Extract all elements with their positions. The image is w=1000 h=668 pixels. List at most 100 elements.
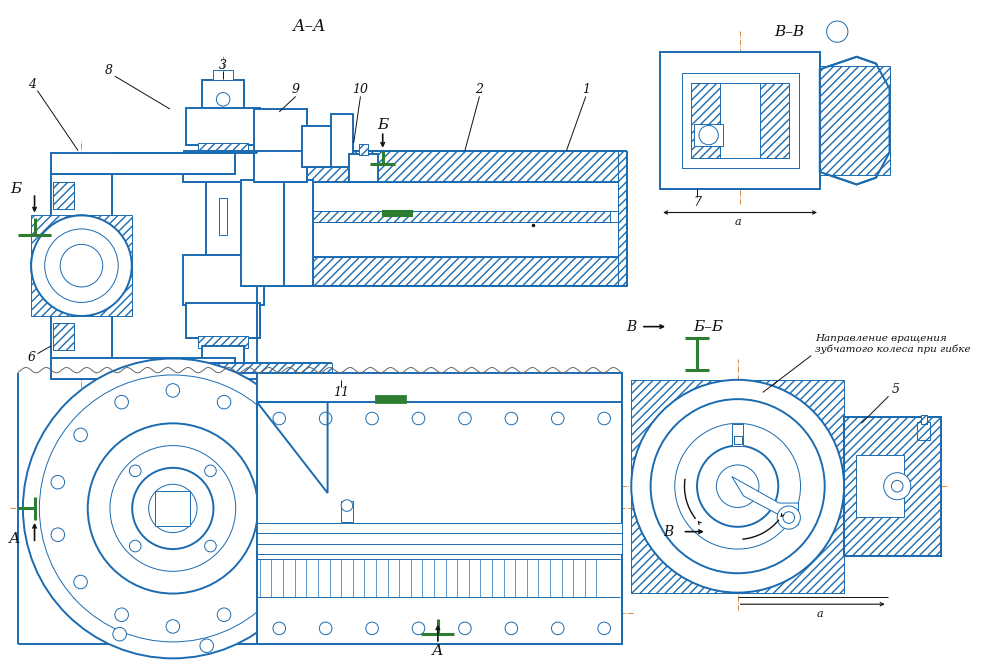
Circle shape <box>129 465 141 477</box>
Bar <box>917 422 930 440</box>
Text: 8: 8 <box>105 64 113 77</box>
Circle shape <box>459 622 471 635</box>
Bar <box>257 532 622 544</box>
Circle shape <box>366 622 378 635</box>
Circle shape <box>783 512 795 523</box>
Circle shape <box>412 412 425 425</box>
Bar <box>331 114 353 167</box>
Bar <box>312 210 610 222</box>
Circle shape <box>110 446 236 571</box>
Text: Б–Б: Б–Б <box>694 319 724 333</box>
Bar <box>31 215 132 316</box>
Circle shape <box>216 93 230 106</box>
Circle shape <box>366 412 378 425</box>
Polygon shape <box>820 57 890 184</box>
Circle shape <box>45 229 118 303</box>
Text: 5: 5 <box>891 383 899 396</box>
Bar <box>341 501 353 522</box>
Bar <box>198 336 248 348</box>
Circle shape <box>31 215 132 316</box>
Circle shape <box>200 639 213 653</box>
Bar <box>53 182 74 208</box>
Bar <box>844 417 941 556</box>
Text: 6: 6 <box>28 351 36 364</box>
Bar <box>53 323 74 350</box>
Circle shape <box>412 622 425 635</box>
Circle shape <box>333 413 345 426</box>
Circle shape <box>115 395 128 409</box>
Bar <box>257 257 618 286</box>
Circle shape <box>827 21 848 42</box>
Circle shape <box>51 476 65 489</box>
Circle shape <box>74 575 87 589</box>
Bar <box>213 381 233 402</box>
Bar <box>331 381 351 402</box>
Bar <box>359 144 368 156</box>
Bar <box>631 380 844 593</box>
Circle shape <box>149 484 197 532</box>
Circle shape <box>319 412 332 425</box>
Bar <box>302 126 333 167</box>
Bar <box>51 152 235 174</box>
Bar <box>213 381 233 402</box>
Circle shape <box>651 399 825 573</box>
Circle shape <box>281 528 295 542</box>
Text: А–А: А–А <box>293 18 327 35</box>
Text: 2: 2 <box>475 84 483 96</box>
Circle shape <box>39 375 306 642</box>
Bar <box>241 180 284 286</box>
Bar <box>257 150 618 182</box>
Bar <box>359 144 368 156</box>
Circle shape <box>166 620 180 633</box>
Polygon shape <box>257 402 328 493</box>
Bar <box>53 182 74 208</box>
Bar <box>53 323 74 350</box>
Circle shape <box>23 359 323 659</box>
Circle shape <box>551 622 564 635</box>
Bar <box>618 150 627 286</box>
Bar <box>302 126 333 167</box>
Circle shape <box>215 413 227 426</box>
Bar <box>51 357 235 379</box>
Circle shape <box>258 428 272 442</box>
Bar <box>254 150 307 182</box>
Circle shape <box>319 622 332 635</box>
Circle shape <box>258 575 272 589</box>
Bar <box>349 154 378 182</box>
Circle shape <box>115 608 128 621</box>
Bar <box>51 357 235 379</box>
Bar <box>376 396 405 402</box>
Bar <box>682 73 799 168</box>
Bar <box>186 108 260 145</box>
Bar <box>155 491 190 526</box>
Circle shape <box>598 622 610 635</box>
Bar <box>202 346 244 365</box>
Bar <box>734 436 742 444</box>
Bar <box>183 363 332 373</box>
Circle shape <box>551 412 564 425</box>
Bar <box>284 180 313 286</box>
Bar <box>206 182 241 255</box>
Bar <box>844 417 941 556</box>
Bar <box>212 363 235 383</box>
Bar <box>198 143 248 154</box>
Bar <box>217 400 229 413</box>
Bar <box>198 143 248 154</box>
Circle shape <box>884 473 911 500</box>
Bar <box>856 456 904 517</box>
Bar <box>202 80 244 109</box>
Bar <box>383 210 412 216</box>
Bar <box>820 66 890 175</box>
Bar <box>921 415 927 424</box>
Circle shape <box>88 424 258 594</box>
Bar <box>660 52 820 189</box>
Polygon shape <box>732 476 798 525</box>
Circle shape <box>205 540 216 552</box>
Bar <box>921 415 927 424</box>
Circle shape <box>273 412 286 425</box>
Text: А: А <box>432 643 444 657</box>
Text: В: В <box>663 524 673 538</box>
Text: В: В <box>626 319 636 333</box>
Text: 7: 7 <box>693 196 701 209</box>
Circle shape <box>74 428 87 442</box>
